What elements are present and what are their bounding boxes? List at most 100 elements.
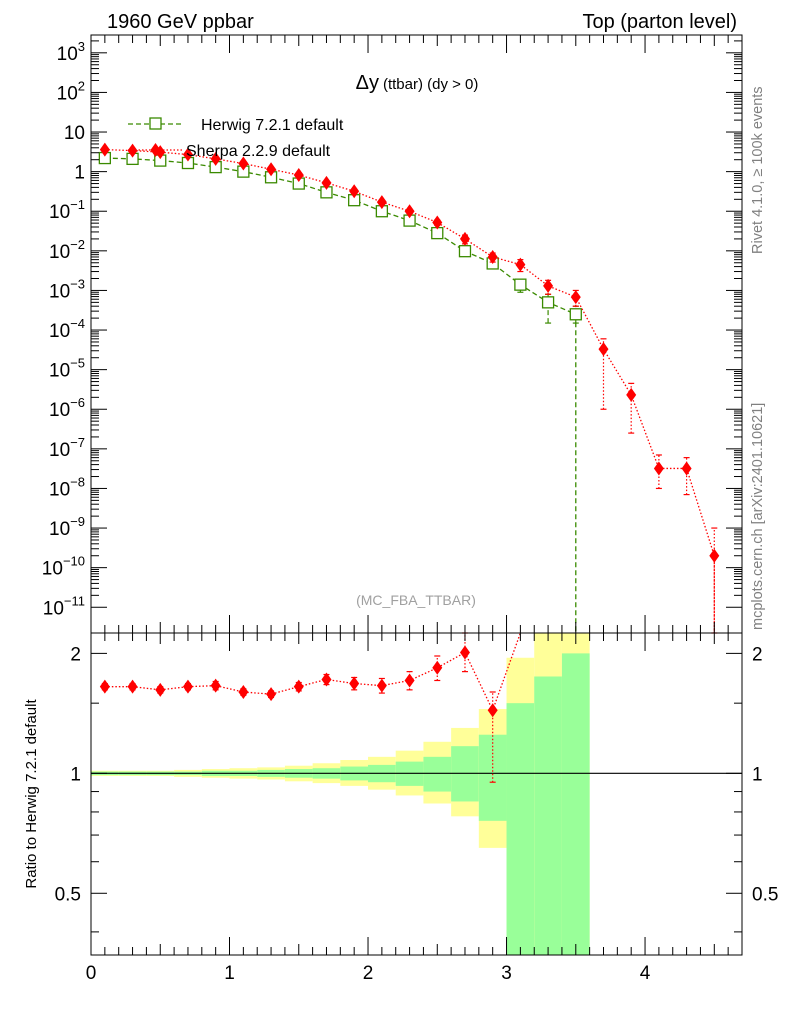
y-tick-label: 10−2: [49, 237, 85, 263]
x-tick-label: 0: [86, 963, 97, 984]
sherpa-point: [515, 257, 526, 272]
ratio-point: [127, 679, 138, 694]
y-tick-label: 103: [57, 39, 85, 65]
y-tick-exponent: −6: [70, 395, 85, 410]
y-tick-exponent: −3: [70, 276, 85, 291]
mcplots-label: mcplots.cern.ch [arXiv:2401.10621]: [750, 403, 766, 630]
ratio-ylabel: Ratio to Herwig 7.2.1 default: [23, 699, 40, 889]
ratio-y-tick-label: 1: [70, 764, 81, 785]
y-tick-base: 10: [49, 361, 70, 382]
herwig-point: [541, 296, 555, 309]
plot-title: Δy (ttbar) (dy > 0): [356, 72, 479, 94]
ratio-panel: 0.5 0.5 1 1 2 2 0 1 2 3 4 Ratio to Herwig 7.2.1 de…: [23, 632, 778, 984]
ratio-y-tick-label: 2: [70, 644, 81, 665]
main-axes: 10−1110−1010−910−810−710−610−510−410−310…: [42, 35, 743, 633]
herwig-point: [569, 308, 582, 321]
ratio-point: [266, 687, 277, 702]
y-tick-label: 10−7: [49, 435, 85, 461]
plot-title-main: Δy: [356, 72, 379, 94]
y-tick-label: 10−9: [49, 514, 85, 540]
ratio-plot-area: [91, 632, 742, 783]
sherpa-point: [182, 147, 193, 162]
y-tick-base: 10: [49, 202, 70, 223]
sherpa-point: [376, 195, 387, 210]
green-band-bin: [561, 653, 590, 955]
watermark: (MC_FBA_TTBAR): [356, 592, 476, 608]
y-tick-exponent: 2: [78, 78, 85, 93]
y-tick-base: 10: [49, 440, 70, 461]
ratio-y-tick-label-right: 0.5: [752, 884, 778, 905]
header-left: 1960 GeV ppbar: [107, 11, 254, 33]
y-tick-label: 10−4: [49, 316, 85, 342]
ratio-point: [349, 676, 360, 691]
y-tick-base: 10: [43, 598, 64, 619]
herwig-point: [514, 278, 527, 291]
sherpa-point: [681, 461, 692, 476]
legend: Herwig 7.2.1 default Sherpa 2.2.9 defaul…: [128, 117, 344, 160]
y-tick-exponent: −8: [70, 474, 85, 489]
sherpa-point: [598, 342, 609, 357]
y-tick-exponent: −11: [64, 593, 85, 608]
y-tick-exponent: −10: [63, 554, 85, 569]
ratio-point: [210, 678, 221, 693]
sherpa-point: [543, 278, 554, 293]
y-tick-label: 10−8: [49, 474, 85, 500]
y-tick-exponent: −7: [70, 435, 85, 450]
y-tick-base: 10: [49, 321, 70, 342]
x-tick-label: 3: [501, 963, 512, 984]
green-band-bin: [506, 703, 535, 955]
y-tick-exponent: 3: [78, 39, 85, 54]
x-tick-label: 1: [224, 963, 235, 984]
sherpa-point: [266, 162, 277, 177]
sherpa-point: [404, 204, 415, 219]
ratio-point: [182, 679, 193, 694]
header-right: Top (parton level): [582, 11, 737, 33]
sherpa-point: [709, 548, 720, 563]
y-tick-base: 10: [42, 559, 63, 580]
ratio-y-tick-label-right: 1: [752, 764, 763, 785]
y-tick-label: 10−5: [49, 356, 85, 382]
ratio-point: [293, 679, 304, 694]
sherpa-point: [210, 151, 221, 166]
y-tick-base: 10: [49, 281, 70, 302]
sherpa-point: [349, 184, 360, 199]
main-frame: [90, 34, 743, 634]
ratio-point: [376, 678, 387, 693]
sherpa-point: [626, 387, 637, 402]
y-tick-base: 10: [57, 83, 78, 104]
ratio-point: [404, 673, 415, 688]
sherpa-point: [293, 168, 304, 183]
y-tick-base: 10: [49, 479, 70, 500]
y-tick-base: 10: [49, 400, 70, 421]
y-tick-exponent: −9: [70, 514, 85, 529]
herwig-point: [458, 245, 472, 258]
sherpa-point: [238, 156, 249, 171]
ratio-y-tick-label-right: 2: [752, 644, 763, 665]
legend-sherpa-marker: [150, 143, 161, 157]
y-tick-label: 1: [74, 163, 85, 184]
y-tick-label: 10−3: [49, 276, 85, 302]
ratio-point: [238, 684, 249, 699]
legend-herwig-marker: [149, 117, 162, 130]
sherpa-point: [459, 231, 470, 246]
ratio-point: [321, 672, 332, 687]
y-tick-base: 10: [57, 44, 78, 65]
ratio-y-tick-label: 0.5: [55, 884, 81, 905]
rivet-label: Rivet 4.1.0, ≥ 100k events: [750, 86, 766, 254]
ratio-point: [487, 703, 498, 718]
sherpa-point: [432, 215, 443, 230]
y-tick-label: 10−1: [49, 197, 85, 223]
y-tick-exponent: −4: [70, 316, 85, 331]
legend-herwig-label: Herwig 7.2.1 default: [201, 117, 344, 134]
y-tick-label: 10−6: [49, 395, 85, 421]
sherpa-point: [653, 461, 664, 476]
main-plot-area: [98, 142, 720, 634]
ratio-axes: 0.5 0.5 1 1 2 2 0 1 2 3 4: [55, 633, 778, 984]
ratio-point: [459, 645, 470, 660]
legend-sherpa-label: Sherpa 2.2.9 default: [186, 143, 331, 160]
green-band-bin: [423, 756, 452, 792]
x-tick-label: 4: [640, 963, 651, 984]
sherpa-point: [570, 290, 581, 305]
ratio-point: [432, 660, 443, 675]
